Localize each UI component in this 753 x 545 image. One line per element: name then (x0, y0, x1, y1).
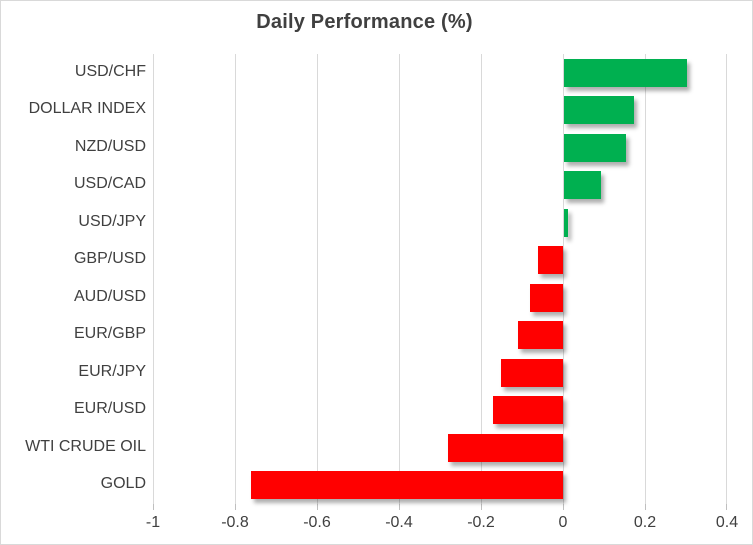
category-axis: USD/CHF DOLLAR INDEX NZD/USD USD/CAD USD/JPY… (1, 54, 146, 504)
plot-area (153, 54, 727, 510)
x-tick-label: -0.8 (221, 514, 249, 531)
x-axis-tick-mark (726, 504, 727, 510)
gridline (645, 54, 646, 504)
category-label: USD/JPY (78, 213, 146, 230)
x-axis-tick-mark (317, 504, 318, 510)
category-label: NZD/USD (74, 138, 146, 155)
bar-gold (251, 471, 563, 499)
gridline (317, 54, 318, 504)
bar-gbp-usd (538, 246, 563, 274)
category-label: USD/CAD (73, 175, 146, 192)
category-label: WTI CRUDE OIL (25, 438, 146, 455)
category-label: GBP/USD (73, 250, 146, 267)
x-axis-tick-mark (235, 504, 236, 510)
bar-eur-gbp (518, 321, 563, 349)
category-label: GOLD (100, 475, 146, 492)
x-axis-tick-mark (481, 504, 482, 510)
chart-title: Daily Performance (%) (256, 11, 473, 33)
gridline (726, 54, 727, 504)
bar-eur-usd (493, 396, 563, 424)
bar-dollar-index (564, 96, 634, 124)
x-tick-label: -0.2 (467, 514, 495, 531)
x-axis-tick-mark (399, 504, 400, 510)
x-tick-label: 0 (558, 514, 568, 531)
x-axis-tick-mark (153, 504, 154, 510)
x-tick-label: 0.2 (633, 514, 657, 531)
gridline (235, 54, 236, 504)
bar-usd-cad (564, 171, 601, 199)
bar-nzd-usd (564, 134, 626, 162)
x-tick-label: 0.4 (715, 514, 739, 531)
bar-aud-usd (530, 284, 563, 312)
category-label: EUR/USD (73, 400, 146, 417)
category-label: EUR/GBP (73, 325, 146, 342)
bar-usd-jpy (564, 209, 568, 237)
category-label: EUR/JPY (78, 363, 146, 380)
bar-eur-jpy (501, 359, 563, 387)
x-tick-label: -1 (145, 514, 161, 531)
x-tick-label: -0.4 (385, 514, 413, 531)
gridline (563, 54, 564, 504)
bar-usd-chf (564, 59, 687, 87)
gridline (153, 54, 154, 504)
category-label: USD/CHF (74, 63, 146, 80)
x-axis-tick-mark (645, 504, 646, 510)
x-axis-tick-mark (563, 504, 564, 510)
category-label: DOLLAR INDEX (28, 100, 146, 117)
x-tick-label: -0.6 (303, 514, 331, 531)
category-label: AUD/USD (73, 288, 146, 305)
bar-wti-crude-oil (448, 434, 563, 462)
gridline (399, 54, 400, 504)
gridline (481, 54, 482, 504)
